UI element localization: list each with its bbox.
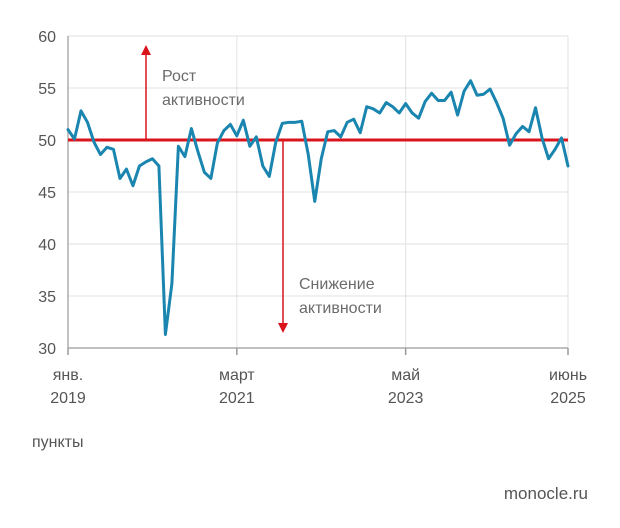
y-axis: 30 35 40 45 50 55 60 — [38, 29, 69, 358]
annotation-decline: активности — [299, 300, 382, 317]
x-tick-label-year: 2019 — [50, 390, 86, 407]
source-label: monocle.ru — [503, 484, 588, 503]
y-tick-label: 45 — [38, 185, 56, 202]
x-axis: янв. 2019 март 2021 май 2023 июнь 2025 — [50, 347, 587, 407]
unit-label: пункты — [32, 434, 84, 451]
x-tick-label: май — [391, 367, 420, 384]
y-tick-label: 55 — [38, 81, 56, 98]
annotations: Рост активности Снижение активности — [141, 45, 382, 333]
x-tick-label-year: 2023 — [388, 390, 424, 407]
y-tick-label: 60 — [38, 29, 56, 46]
y-tick-label: 35 — [38, 289, 56, 306]
x-tick-label-year: 2021 — [219, 390, 255, 407]
x-tick-label: янв. — [53, 367, 83, 384]
y-tick-label: 40 — [38, 237, 56, 254]
series-line — [66, 79, 570, 336]
y-tick-label: 30 — [38, 341, 56, 358]
annotation-decline: Снижение — [299, 276, 375, 293]
x-tick-label-year: 2025 — [550, 390, 586, 407]
series — [66, 79, 570, 336]
y-tick-label: 50 — [38, 133, 56, 150]
x-tick-label: июнь — [549, 367, 587, 384]
annotation-growth: Рост — [162, 68, 197, 85]
x-tick-label: март — [219, 367, 255, 384]
annotation-growth: активности — [162, 92, 245, 109]
